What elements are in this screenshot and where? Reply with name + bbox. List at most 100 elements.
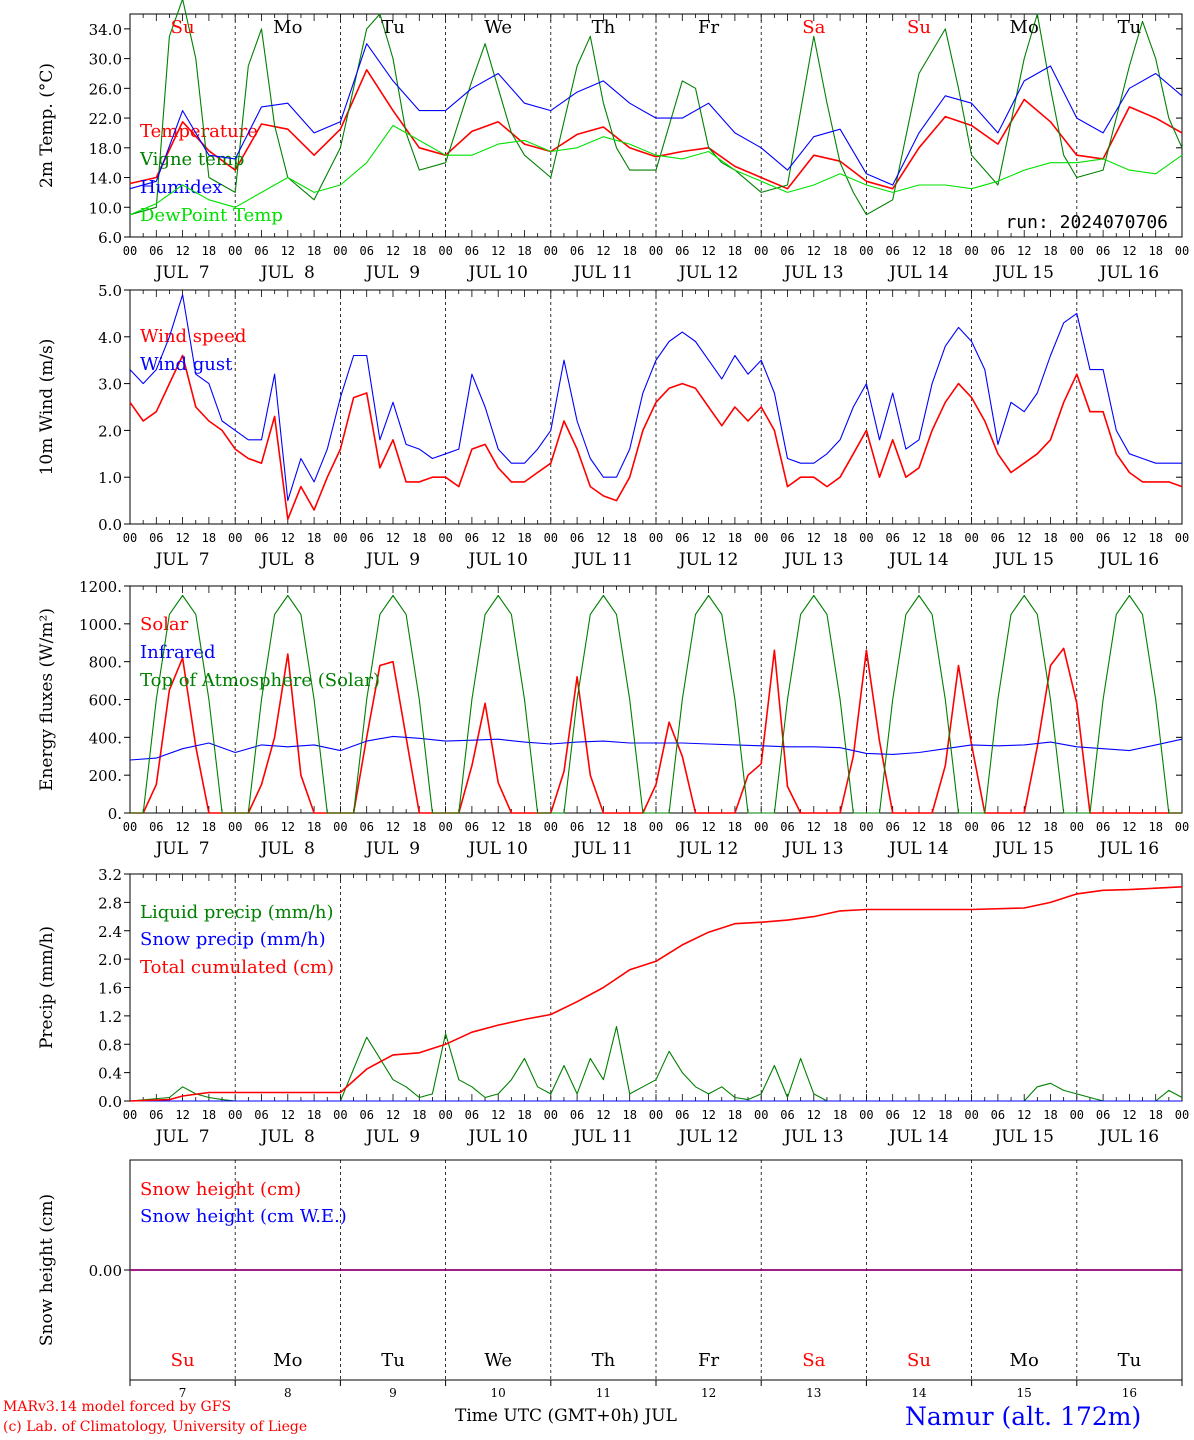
date-label: JUL 16: [1098, 839, 1159, 859]
y-tick-label: 22.0: [89, 110, 122, 128]
hour-tick-label: 12: [596, 531, 610, 545]
hour-tick-label: 06: [465, 820, 479, 834]
hour-tick-label: 06: [254, 820, 268, 834]
hour-tick-label: 18: [622, 244, 636, 258]
hour-tick-label: 12: [701, 1108, 715, 1122]
date-label: JUL 13: [782, 1127, 843, 1147]
weekday-label: Th: [592, 1350, 616, 1371]
hour-tick-label: 00: [1175, 244, 1189, 258]
bottom-day-axis: 7 8 9 10 11 12 13 14 15 16: [129, 1380, 1183, 1400]
y-tick-label: 30.0: [89, 51, 122, 69]
date-label: JUL 16: [1098, 550, 1159, 570]
hour-tick-label: 00: [964, 531, 978, 545]
y-tick-label: 600.: [89, 692, 122, 710]
hour-tick-label: 00: [333, 244, 347, 258]
legend-entry: Snow precip (mm/h): [140, 929, 326, 950]
hour-tick-label: 12: [1017, 1108, 1031, 1122]
date-label: JUL 15: [992, 1127, 1053, 1147]
date-label: JUL 7: [154, 839, 210, 859]
weekday-label: Tu: [381, 17, 405, 38]
hour-tick-label: 18: [833, 820, 847, 834]
hour-tick-label: 18: [728, 244, 742, 258]
hour-tick-label: 00: [1070, 820, 1084, 834]
panel-frame: [129, 13, 1183, 238]
y-tick-label: 1000.: [79, 616, 122, 634]
hour-tick-label: 00: [228, 531, 242, 545]
y-axis-label: Snow height (cm): [37, 1194, 57, 1346]
y-axis-label: Precip (mm/h): [37, 926, 57, 1049]
hour-tick-label: 00: [228, 1108, 242, 1122]
hour-tick-label: 12: [807, 244, 821, 258]
hour-tick-label: 00: [1070, 244, 1084, 258]
date-label: JUL 13: [782, 263, 843, 283]
day-number: 10: [491, 1386, 506, 1400]
weekday-label: Fr: [698, 1350, 719, 1371]
hour-tick-label: 18: [833, 531, 847, 545]
hour-tick-label: 06: [885, 531, 899, 545]
hour-tick-label: 18: [412, 244, 426, 258]
hour-tick-label: 18: [1148, 531, 1162, 545]
hour-tick-label: 06: [149, 820, 163, 834]
hour-tick-label: 00: [123, 531, 137, 545]
hour-tick-label: 18: [412, 820, 426, 834]
date-label: JUL 15: [992, 839, 1053, 859]
hour-tick-label: 00: [333, 1108, 347, 1122]
hour-tick-label: 00: [1070, 531, 1084, 545]
y-tick-label: 26.0: [89, 80, 122, 98]
legend-entry: Infrared: [140, 642, 215, 663]
hour-tick-label: 06: [1096, 244, 1110, 258]
weekday-label: Mo: [1010, 17, 1039, 38]
weekday-label: Th: [592, 17, 616, 38]
date-label: JUL 16: [1098, 263, 1159, 283]
hour-tick-label: 12: [1017, 244, 1031, 258]
hour-tick-label: 18: [307, 1108, 321, 1122]
hour-tick-label: 12: [1122, 1108, 1136, 1122]
hour-tick-label: 18: [728, 820, 742, 834]
hour-tick-label: 12: [807, 1108, 821, 1122]
hour-tick-label: 00: [544, 1108, 558, 1122]
hour-tick-label: 06: [570, 820, 584, 834]
panel-5: 0.00 Snow height (cm) Snow height (cm) Snow…: [37, 1159, 1183, 1381]
day-number: 14: [911, 1386, 927, 1400]
hour-tick-label: 12: [281, 820, 295, 834]
hour-tick-label: 00: [438, 820, 452, 834]
y-tick-label: 800.: [89, 654, 122, 672]
hour-tick-label: 12: [1017, 820, 1031, 834]
day-number: 8: [284, 1386, 292, 1400]
series-line-temperature: [129, 69, 1183, 190]
legend-entry: Vigne temp: [139, 149, 244, 170]
hour-tick-label: 06: [359, 244, 373, 258]
y-tick-label: 2.0: [98, 951, 122, 969]
hour-tick-label: 06: [885, 244, 899, 258]
series-line-humidex: [129, 43, 1183, 190]
y-tick-label: 2.8: [98, 894, 122, 912]
hour-tick-label: 18: [307, 244, 321, 258]
hour-tick-label: 06: [991, 1108, 1005, 1122]
hour-tick-label: 18: [938, 820, 952, 834]
hour-tick-label: 00: [754, 1108, 768, 1122]
hour-tick-label: 00: [438, 244, 452, 258]
weekday-label: Su: [907, 1350, 931, 1371]
hour-tick-label: 00: [649, 1108, 663, 1122]
hour-tick-label: 00: [649, 244, 663, 258]
hour-tick-label: 06: [254, 244, 268, 258]
date-label: JUL 11: [572, 263, 633, 283]
hour-tick-label: 12: [491, 1108, 505, 1122]
hour-tick-label: 18: [622, 1108, 636, 1122]
date-label: JUL 12: [677, 263, 738, 283]
y-axis-label: 10m Wind (m/s): [37, 339, 57, 476]
hour-tick-label: 12: [1017, 531, 1031, 545]
hour-tick-label: 00: [1175, 531, 1189, 545]
hour-tick-label: 18: [202, 820, 216, 834]
hour-tick-label: 06: [675, 244, 689, 258]
date-label: JUL 8: [259, 839, 315, 859]
hour-tick-label: 12: [175, 1108, 189, 1122]
legend-entry: Humidex: [140, 177, 222, 198]
date-label: JUL 11: [572, 550, 633, 570]
hour-tick-label: 18: [1148, 244, 1162, 258]
y-tick-label: 200.: [89, 767, 122, 785]
hour-tick-label: 06: [780, 820, 794, 834]
hour-tick-label: 00: [859, 244, 873, 258]
weekday-label: Mo: [273, 17, 302, 38]
date-label: JUL 15: [992, 550, 1053, 570]
